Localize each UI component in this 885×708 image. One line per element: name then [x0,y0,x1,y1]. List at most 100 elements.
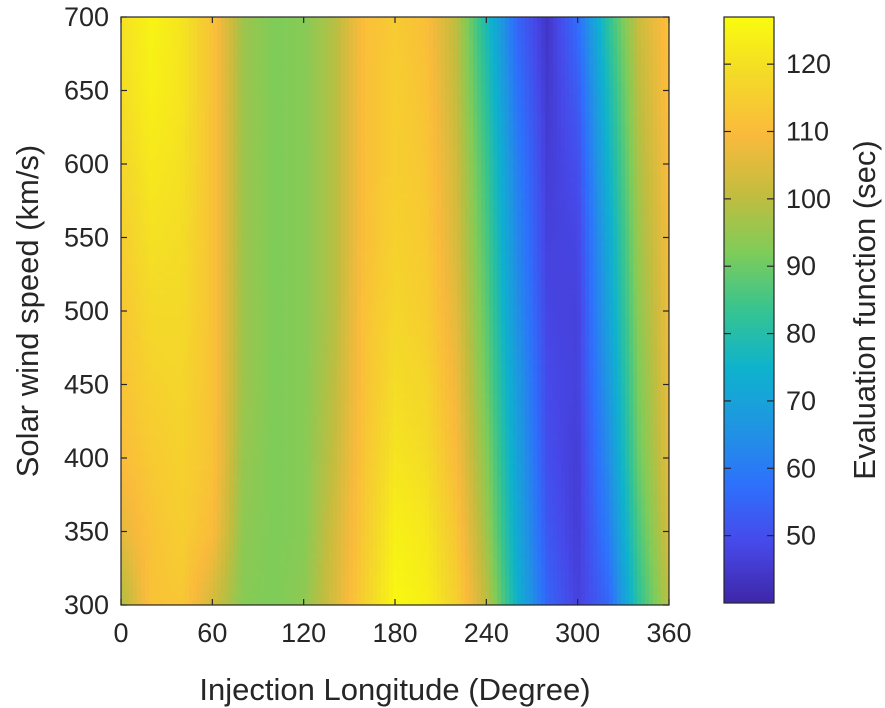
heatmap-cell [513,440,518,446]
heatmap-cell [473,440,478,446]
heatmap-cell [469,534,474,540]
heatmap-cell [601,411,606,417]
heatmap-cell [333,517,338,523]
heatmap-cell [653,570,658,576]
heatmap-cell [313,464,318,470]
heatmap-cell [437,505,442,511]
heatmap-cell [333,482,338,488]
heatmap-cell [505,452,510,458]
heatmap-cell [625,452,630,458]
heatmap-cell [545,505,550,511]
heatmap-cell [337,564,342,570]
heatmap-cell [189,499,194,505]
heatmap-cell [165,476,170,482]
heatmap-cell [225,505,230,511]
heatmap-cell [193,558,198,564]
heatmap-cell [197,540,202,546]
heatmap-cell [613,470,618,476]
heatmap-cell [349,564,354,570]
heatmap-cell [577,405,582,411]
heatmap-cell [469,393,474,399]
heatmap-cell [557,470,562,476]
heatmap-cell [553,464,558,470]
heatmap-cell [225,411,230,417]
heatmap-cell [609,399,614,405]
heatmap-cell [301,529,306,535]
heatmap-cell [473,505,478,511]
heatmap-cell [401,558,406,564]
heatmap-cell [273,493,278,499]
heatmap-cell [521,405,526,411]
heatmap-cell [505,411,510,417]
heatmap-cell [229,499,234,505]
heatmap-cell [141,482,146,488]
heatmap-cell [441,458,446,464]
heatmap-cell [509,440,514,446]
heatmap-cell [153,540,158,546]
heatmap-cell [237,576,242,582]
heatmap-cell [133,523,138,529]
heatmap-cell [137,529,142,535]
heatmap-cell [493,423,498,429]
heatmap-cell [621,499,626,505]
heatmap-cell [441,517,446,523]
heatmap-cell [209,429,214,435]
heatmap-cell [517,581,522,587]
heatmap-cell [189,482,194,488]
heatmap-cell [153,452,158,458]
heatmap-cell [433,487,438,493]
heatmap-cell [245,517,250,523]
heatmap-cell [593,429,598,435]
heatmap-cell [653,529,658,535]
heatmap-cell [409,505,414,511]
heatmap-cell [161,405,166,411]
heatmap-cell [613,576,618,582]
heatmap-cell [493,476,498,482]
heatmap-cell [629,581,634,587]
heatmap-cell [185,493,190,499]
heatmap-cell [449,564,454,570]
heatmap-cell [413,458,418,464]
heatmap-cell [549,452,554,458]
heatmap-cell [413,570,418,576]
heatmap-cell [557,552,562,558]
heatmap-cell [649,470,654,476]
heatmap-cell [273,511,278,517]
heatmap-cell [601,399,606,405]
heatmap-cell [541,470,546,476]
heatmap-cell [369,417,374,423]
heatmap-cell [373,581,378,587]
heatmap-cell [401,417,406,423]
heatmap-cell [597,464,602,470]
heatmap-cell [373,446,378,452]
heatmap-cell [549,552,554,558]
heatmap-cell [345,529,350,535]
heatmap-cell [453,587,458,593]
heatmap-cell [625,552,630,558]
heatmap-cell [201,587,206,593]
heatmap-cell [561,493,566,499]
heatmap-cell [277,446,282,452]
heatmap-cell [137,487,142,493]
heatmap-cell [481,493,486,499]
heatmap-cell [453,493,458,499]
heatmap-cell [485,523,490,529]
heatmap-cell [229,552,234,558]
heatmap-cell [353,587,358,593]
heatmap-cell [129,458,134,464]
heatmap-cell [641,458,646,464]
heatmap-cell [657,529,662,535]
heatmap-cell [213,581,218,587]
heatmap-cell [233,387,238,393]
heatmap-cell [237,399,242,405]
heatmap-cell [273,417,278,423]
heatmap-cell [313,446,318,452]
heatmap-cell [277,570,282,576]
heatmap-cell [569,411,574,417]
heatmap-cell [485,487,490,493]
heatmap-cell [133,552,138,558]
heatmap-cell [541,446,546,452]
heatmap-cell [405,570,410,576]
heatmap-cell [481,393,486,399]
heatmap-cell [393,458,398,464]
